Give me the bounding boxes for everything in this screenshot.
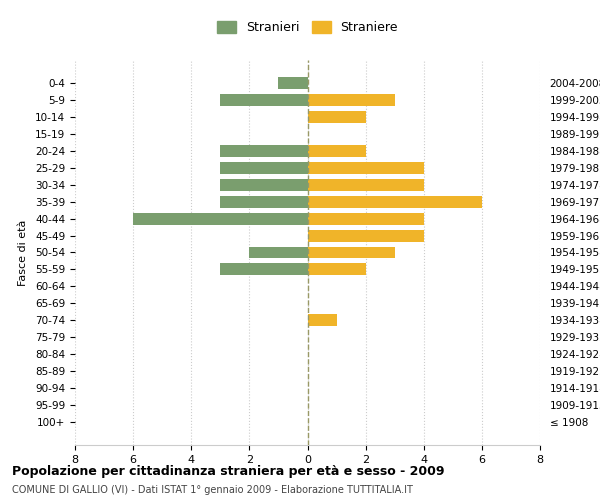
Text: COMUNE DI GALLIO (VI) - Dati ISTAT 1° gennaio 2009 - Elaborazione TUTTITALIA.IT: COMUNE DI GALLIO (VI) - Dati ISTAT 1° ge… (12, 485, 413, 495)
Bar (308, 94, 395, 106)
Text: Popolazione per cittadinanza straniera per età e sesso - 2009: Popolazione per cittadinanza straniera p… (12, 465, 445, 478)
Bar (308, 230, 424, 241)
Bar (250, 246, 308, 258)
Bar (308, 112, 365, 123)
Bar (220, 264, 308, 276)
Bar (308, 314, 337, 326)
Bar (220, 94, 308, 106)
Bar (308, 246, 395, 258)
Bar (308, 196, 482, 207)
Bar (308, 145, 365, 157)
Bar (133, 213, 308, 224)
Legend: Stranieri, Straniere: Stranieri, Straniere (212, 16, 403, 39)
Bar (308, 264, 365, 276)
Y-axis label: Fasce di età: Fasce di età (18, 220, 28, 286)
Bar (220, 145, 308, 157)
Bar (220, 162, 308, 174)
Bar (220, 196, 308, 207)
Bar (308, 179, 424, 191)
Bar (278, 78, 308, 90)
Bar (308, 213, 424, 224)
Bar (308, 162, 424, 174)
Bar (220, 179, 308, 191)
